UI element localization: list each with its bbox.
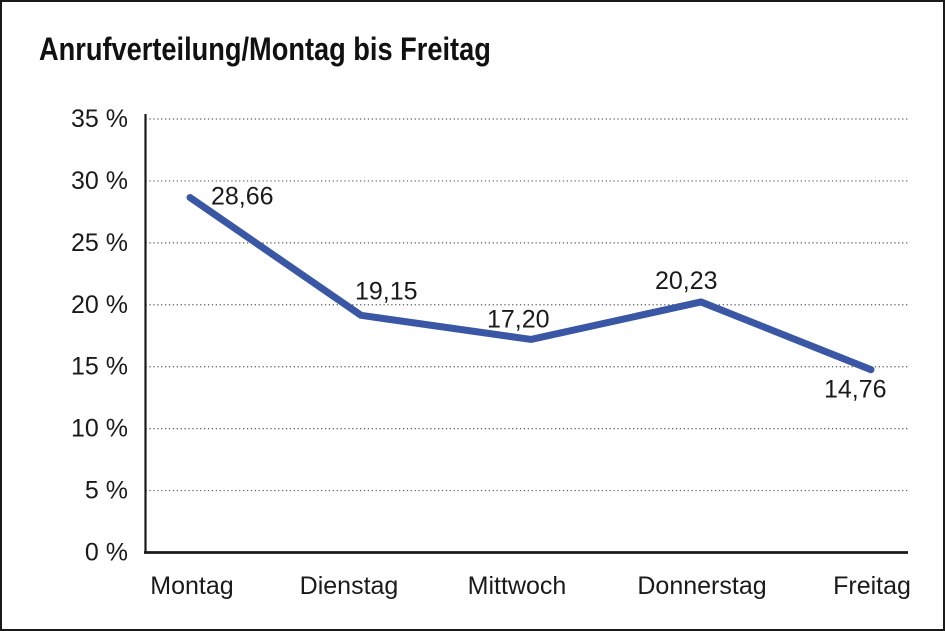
y-tick-label: 0 % [85,539,128,567]
chart-title: Anrufverteilung/Montag bis Freitag [39,31,491,67]
value-label: 20,23 [655,267,718,295]
value-label: 17,20 [487,305,550,333]
y-tick-label: 30 % [71,167,128,195]
x-axis-label: Montag [150,572,233,600]
y-tick-label: 35 % [71,105,128,133]
value-label: 28,66 [211,183,274,211]
value-label: 14,76 [824,376,887,404]
y-tick-label: 5 % [85,477,128,505]
y-tick-label: 10 % [71,415,128,443]
x-axis-label: Mittwoch [468,572,567,600]
x-axis-label: Dienstag [300,572,399,600]
value-label: 19,15 [355,277,418,305]
data-line [186,194,875,374]
y-tick-label: 25 % [71,229,128,257]
y-tick-label: 20 % [71,291,128,319]
x-axis-label: Donnerstag [637,572,766,600]
y-tick-label: 15 % [71,353,128,381]
x-axis-label: Freitag [833,572,911,600]
